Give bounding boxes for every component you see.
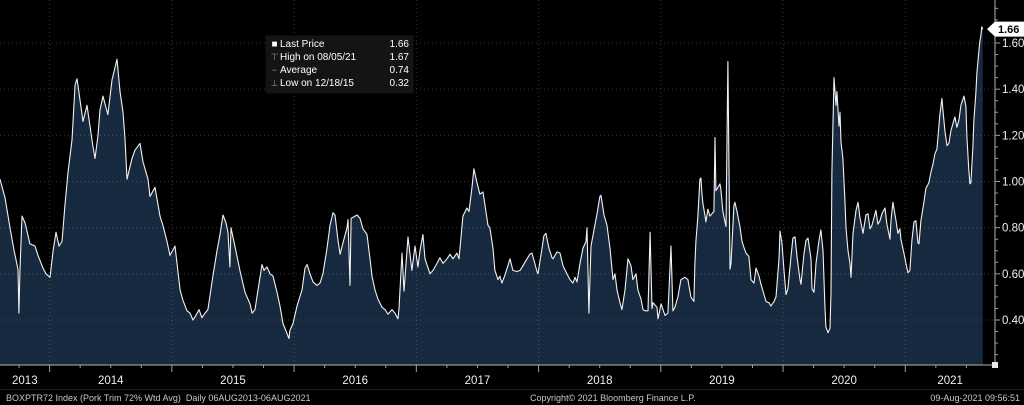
- x-axis-year-label: 2019: [709, 375, 735, 387]
- chart-legend[interactable]: ■ Last Price 1.66 ⊤ High on 08/05/21 1.6…: [265, 35, 414, 94]
- last-price-marker-icon: ■: [271, 39, 278, 50]
- low-marker-icon: ⊥: [270, 78, 279, 88]
- footer-ticker-description: BOXPTR72 Index (Pork Trim 72% Wtd Avg) D…: [6, 393, 311, 403]
- x-axis-year-label: 2015: [220, 375, 246, 387]
- legend-label: High on 08/05/21: [280, 52, 357, 63]
- axis-corner-marker: [992, 362, 998, 368]
- x-axis-year-label: 2016: [342, 375, 368, 387]
- chart-footer: BOXPTR72 Index (Pork Trim 72% Wtd Avg) D…: [0, 389, 1024, 405]
- y-axis-label: 1.20: [1002, 130, 1024, 142]
- x-axis-year-label: 2014: [98, 375, 124, 387]
- y-axis-label: 1.00: [1002, 176, 1024, 188]
- y-axis-label: 0.60: [1002, 269, 1024, 281]
- y-axis-label: 1.60: [1002, 38, 1024, 50]
- x-axis-year-label: 2020: [831, 375, 857, 387]
- legend-value: 1.67: [389, 52, 409, 63]
- last-price-badge-value: 1.66: [998, 24, 1019, 36]
- y-axis-label: 0.80: [1002, 223, 1024, 235]
- y-axis-label: 0.40: [1002, 315, 1024, 327]
- legend-label: Low on 12/18/15: [280, 78, 354, 89]
- legend-row-low: ⊥ Low on 12/18/15 0.32: [269, 77, 409, 90]
- x-axis-year-label: 2017: [465, 375, 491, 387]
- footer-datetime: 09-Aug-2021 09:56:51: [930, 393, 1020, 403]
- legend-row-high: ⊤ High on 08/05/21 1.67: [269, 51, 409, 64]
- legend-row-average: − Average 0.74: [269, 64, 409, 77]
- x-axis-year-label: 2018: [587, 375, 613, 387]
- average-marker-icon: −: [271, 65, 278, 75]
- legend-value: 1.66: [389, 39, 409, 50]
- legend-row-last-price: ■ Last Price 1.66: [269, 38, 409, 51]
- legend-value: 0.74: [389, 65, 409, 76]
- legend-value: 0.32: [389, 78, 409, 89]
- y-axis-label: 1.40: [1002, 84, 1024, 96]
- x-axis-year-label: 2021: [937, 375, 963, 387]
- last-price-badge[interactable]: [987, 21, 1024, 37]
- high-marker-icon: ⊤: [270, 52, 279, 62]
- legend-label: Last Price: [280, 39, 325, 50]
- footer-copyright: Copyright© 2021 Bloomberg Finance L.P.: [530, 393, 696, 403]
- price-area-fill: [0, 26, 983, 366]
- x-axis-year-label: 2013: [12, 375, 38, 387]
- legend-label: Average: [280, 65, 318, 76]
- price-line: [0, 26, 984, 340]
